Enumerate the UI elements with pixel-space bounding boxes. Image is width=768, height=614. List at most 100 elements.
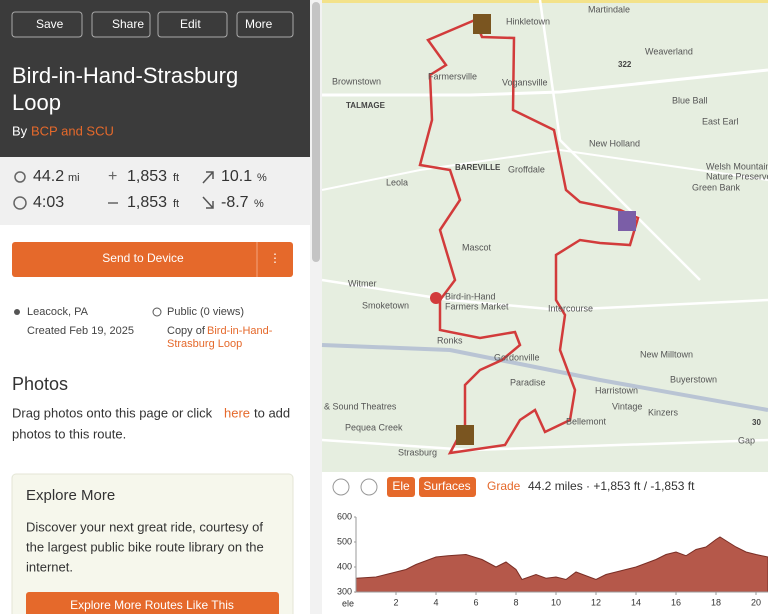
elevation-chart: 300 400 500 600 2 4 6 8 10 12 14 16 18 20 [337, 511, 768, 607]
map-label: Hinkletown [506, 16, 550, 26]
more-button[interactable] [236, 11, 294, 38]
edit-button[interactable] [157, 11, 228, 38]
map-label: Bird-in-Hand [445, 291, 496, 301]
photos-link[interactable]: here [224, 405, 250, 420]
copy-link[interactable]: Strasburg Loop [167, 338, 242, 350]
stat-unit: ft [173, 172, 179, 184]
stat-unit: % [254, 198, 264, 210]
by-label: By [12, 123, 28, 138]
route-title: Bird-in-Hand-Strasburg [12, 63, 238, 88]
map-label: 30 [752, 418, 761, 427]
map-label: Pequea Creek [345, 422, 403, 432]
map-label: New Milltown [640, 349, 693, 359]
x-tick-label: 14 [631, 597, 641, 607]
stat-value: 44.2 [33, 168, 64, 185]
scroll-thumb[interactable] [312, 2, 320, 262]
info-marker[interactable] [473, 14, 491, 34]
stat-value: -8.7 [221, 194, 249, 211]
menu-dots[interactable]: ⋮ [269, 251, 281, 265]
map-label: Gap [738, 435, 755, 445]
tab-label: Ele [392, 479, 410, 493]
map-label: Buyerstown [670, 374, 717, 384]
send-button[interactable] [12, 242, 293, 277]
photos-text: Drag photos onto this page or click [12, 405, 213, 420]
x-tick-label: 16 [671, 597, 681, 607]
y-tick-label: 500 [337, 536, 352, 546]
map-label: Brownstown [332, 76, 381, 86]
tab-ele[interactable] [387, 477, 415, 497]
map-label: Groffdale [508, 164, 545, 174]
save-button[interactable] [11, 11, 83, 38]
map-label: Vogansville [502, 77, 548, 87]
collapse-button[interactable] [332, 478, 350, 496]
map-label: Farmersville [428, 71, 477, 81]
map-label: Vintage [612, 401, 642, 411]
map-label: Blue Ball [672, 95, 708, 105]
map-label: Harristown [595, 385, 638, 395]
map-label: BAREVILLE [455, 163, 501, 172]
header-bg [0, 0, 310, 157]
down-icon [202, 196, 214, 209]
map-label: Witmer [348, 278, 377, 288]
created: Created Feb 19, 2025 [27, 325, 134, 337]
y-tick-label: 400 [337, 561, 352, 571]
plus-icon: + [108, 168, 117, 185]
details: Leacock, PA Public (0 views) Created Feb… [14, 306, 273, 350]
author-link[interactable]: BCP and SCU [31, 123, 114, 138]
map-edge [322, 0, 768, 3]
map-label: Mascot [462, 242, 492, 252]
stats: 44.2 mi + 1,853 ft 10.1 % 4:03 1,853 ft … [13, 168, 267, 211]
map-label: Nature Preserve [706, 171, 768, 181]
map-label: Smoketown [362, 300, 409, 310]
tab-label: Surfaces [423, 479, 470, 493]
y-axis-label: ele [342, 598, 354, 608]
copy-of: Copy of [167, 325, 206, 337]
button-label: Save [36, 17, 64, 31]
explore-text: Discover your next great ride, courtesy … [26, 519, 263, 534]
copy-link[interactable]: Bird-in-Hand- [207, 325, 273, 337]
x-tick-label: 8 [513, 597, 518, 607]
x-tick-label: 4 [433, 597, 438, 607]
share-button[interactable] [91, 11, 151, 38]
info-marker[interactable] [456, 425, 474, 445]
roads [321, 0, 768, 452]
map-label: Paradise [510, 377, 546, 387]
button-label: Share [112, 17, 144, 31]
y-tick-label: 300 [337, 586, 352, 596]
stat-value: 4:03 [33, 194, 64, 211]
food-marker[interactable] [618, 211, 636, 231]
elevation-summary: 44.2 miles · +1,853 ft / -1,853 ft [528, 479, 695, 493]
toolbar: Save Share Edit More [11, 11, 294, 38]
expand-button[interactable] [360, 478, 378, 496]
elevation-area [355, 536, 768, 593]
map-label: Weaverland [645, 46, 693, 56]
map-labels: Martindale Hinkletown Weaverland Brownst… [324, 4, 768, 457]
map-label: Intercourse [548, 303, 593, 313]
x-tick-label: 2 [393, 597, 398, 607]
poi-marker[interactable] [430, 292, 442, 304]
map-label: Ronks [437, 335, 463, 345]
tab-grade[interactable]: Grade [487, 479, 521, 493]
map-label: Green Bank [692, 182, 741, 192]
map-label: Bellemont [566, 416, 607, 426]
y-tick-label: 600 [337, 511, 352, 521]
pin-icon [14, 309, 20, 315]
map-label: Strasburg [398, 447, 437, 457]
tab-surfaces[interactable] [419, 477, 476, 497]
stats-bg [0, 157, 310, 225]
location: Leacock, PA [27, 306, 89, 318]
map-label: Leola [386, 177, 408, 187]
map-label: Farmers Market [445, 301, 509, 311]
map-label: 322 [618, 60, 632, 69]
stat-value: 1,853 [127, 194, 167, 211]
explore-button[interactable] [26, 592, 279, 614]
stat-value: 1,853 [127, 168, 167, 185]
map-label: East Earl [702, 116, 739, 126]
send-label: Send to Device [102, 251, 184, 265]
map-label: & Sound Theatres [324, 401, 397, 411]
time-icon [13, 196, 27, 210]
x-tick-label: 20 [751, 597, 761, 607]
button-label: More [245, 17, 273, 31]
